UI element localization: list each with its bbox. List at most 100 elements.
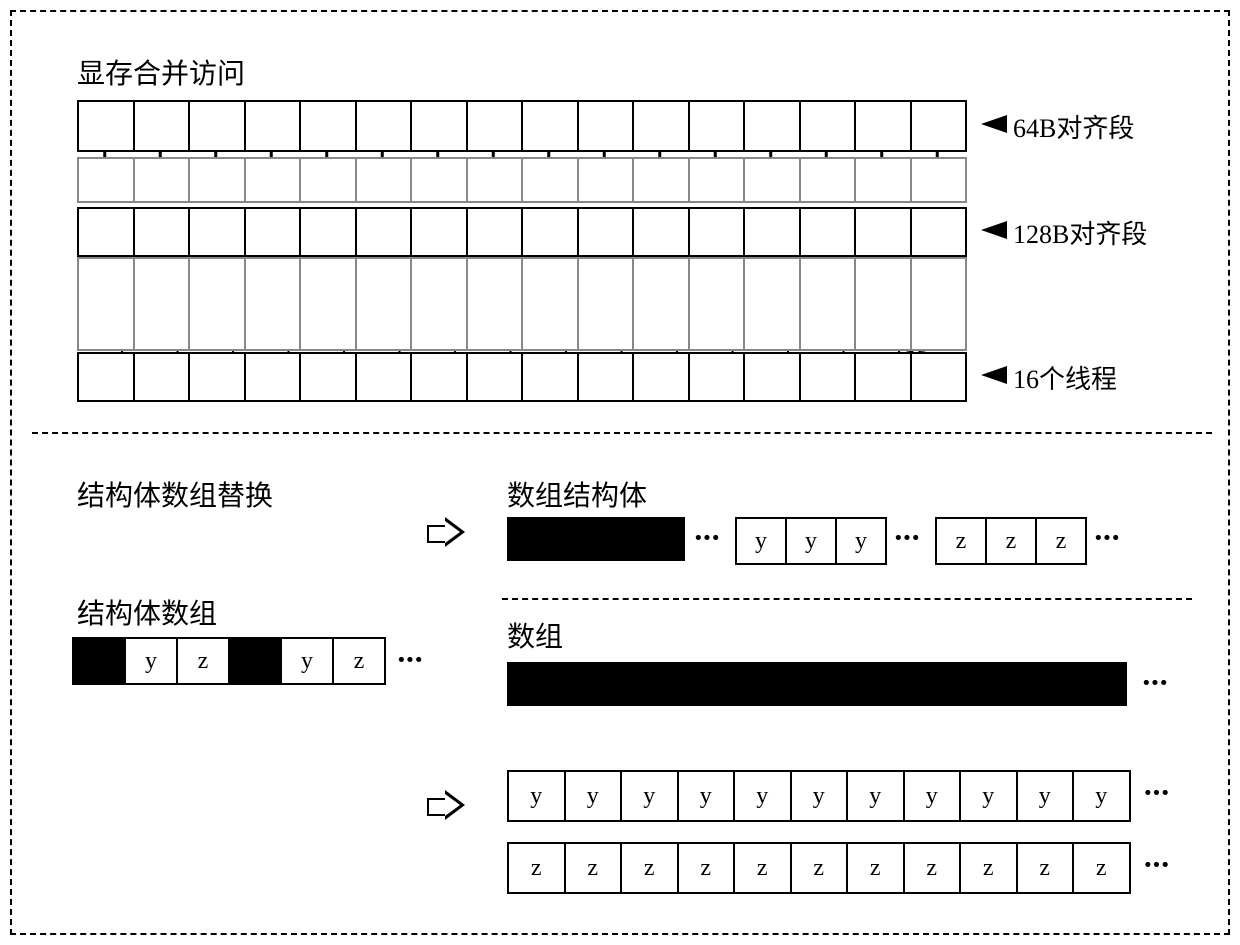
grid-cell (357, 102, 413, 150)
grid-row (77, 157, 967, 203)
cell-x (74, 639, 126, 683)
transform-arrow (427, 790, 467, 820)
cell-z: z (1037, 519, 1087, 563)
right-divider (502, 598, 1192, 600)
grid-cell (801, 159, 857, 201)
grid-cell (190, 354, 246, 400)
cell-y: y (735, 772, 792, 820)
grid-cell (357, 209, 413, 255)
grid-cell (190, 102, 246, 150)
diagram-container: 显存合并访问 64B对齐段128B对齐段16个线程结构体数组替换结构体数组yzy… (10, 10, 1230, 935)
grid-cell (135, 259, 191, 349)
grid-cell (634, 159, 690, 201)
grid-cell (135, 209, 191, 255)
grid-cell (79, 354, 135, 400)
grid-cell (190, 209, 246, 255)
grid-cell (634, 354, 690, 400)
grid-cell (745, 259, 801, 349)
grid-cell (246, 259, 302, 349)
grid-cell (357, 259, 413, 349)
cell-z: z (905, 844, 962, 892)
grid-cell (912, 159, 968, 201)
grid-cell (579, 209, 635, 255)
grid-cell (745, 209, 801, 255)
grid-cell (579, 259, 635, 349)
grid-cell (246, 354, 302, 400)
grid-cell (412, 259, 468, 349)
grid-cell (745, 159, 801, 201)
grid-cell (856, 354, 912, 400)
grid-cell (135, 102, 191, 150)
grid-cell (412, 159, 468, 201)
cell-z: z (937, 519, 987, 563)
grid-cell (690, 259, 746, 349)
grid-cell (246, 159, 302, 201)
aos-row: yzyz (72, 637, 386, 685)
grid-cell (79, 159, 135, 201)
grid-cell (301, 259, 357, 349)
transform-arrow (427, 517, 467, 547)
grid-cell (357, 354, 413, 400)
grid-cell (801, 354, 857, 400)
grid-cell (912, 259, 968, 349)
ellipsis: ··· (1143, 774, 1169, 811)
grid-cell (634, 209, 690, 255)
array-x-bar (507, 662, 1127, 706)
grid-cell (357, 159, 413, 201)
label-128b: 128B对齐段 (1013, 214, 1147, 251)
grid-row (77, 257, 967, 351)
cell-y: y (566, 772, 623, 820)
grid-cell (690, 209, 746, 255)
grid-cell (79, 102, 135, 150)
cell-y: y (622, 772, 679, 820)
grid-cell (135, 159, 191, 201)
soa-group: zzz (935, 517, 1087, 565)
grid-cell (690, 102, 746, 150)
cell-z: z (1074, 844, 1131, 892)
grid-cell (468, 209, 524, 255)
cell-z: z (848, 844, 905, 892)
grid-cell (912, 354, 968, 400)
cell-z: z (509, 844, 566, 892)
grid-cell (468, 259, 524, 349)
cell-y: y (905, 772, 962, 820)
grid-cell (690, 354, 746, 400)
grid-cell (579, 102, 635, 150)
grid-cell (301, 209, 357, 255)
grid-cell (634, 102, 690, 150)
cell-z: z (792, 844, 849, 892)
grid-row (77, 100, 967, 152)
cell-y: y (126, 639, 178, 683)
aos-title: 结构体数组 (77, 592, 217, 632)
soa-group: yyy (735, 517, 887, 565)
label-64b: 64B对齐段 (1013, 108, 1134, 145)
grid-cell (523, 209, 579, 255)
cell-y: y (282, 639, 334, 683)
cell-z: z (735, 844, 792, 892)
cell-z: z (1018, 844, 1075, 892)
cell-z: z (178, 639, 230, 683)
array-title: 数组 (507, 615, 563, 655)
cell-z: z (622, 844, 679, 892)
grid-cell (801, 259, 857, 349)
grid-cell (856, 159, 912, 201)
grid-cell (856, 259, 912, 349)
cell-y: y (787, 519, 837, 563)
grid-row (77, 352, 967, 402)
pointer-arrow (981, 366, 1007, 384)
grid-cell (523, 159, 579, 201)
ellipsis: ··· (1143, 846, 1169, 883)
blackbar-x (507, 517, 685, 561)
cell-y: y (737, 519, 787, 563)
top-title: 显存合并访问 (77, 52, 245, 92)
grid-cell (634, 259, 690, 349)
grid-cell (412, 102, 468, 150)
cell-y: y (848, 772, 905, 820)
grid-cell (135, 354, 191, 400)
grid-cell (745, 354, 801, 400)
grid-cell (468, 354, 524, 400)
grid-cell (190, 259, 246, 349)
grid-cell (856, 102, 912, 150)
grid-cell (690, 159, 746, 201)
cell-y: y (509, 772, 566, 820)
